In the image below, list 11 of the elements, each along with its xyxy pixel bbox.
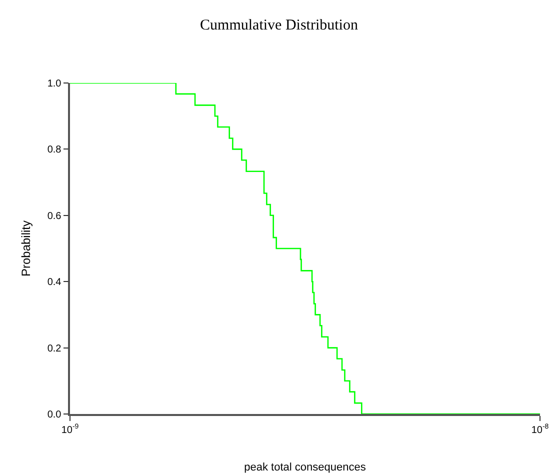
y-tick-label: 1.0 xyxy=(47,78,62,90)
x-tick-label: 10$^{-8}$ xyxy=(531,424,549,436)
y-tick-label: 0.0 xyxy=(47,410,62,420)
x-axis-title: peak total consequences xyxy=(244,461,366,474)
y-tick-label: 0.4 xyxy=(47,277,62,288)
y-tick-label: 0.6 xyxy=(47,210,62,222)
x-tick-label: 10$^{-9}$ xyxy=(61,424,79,436)
chart-title: Cummulative Distribution xyxy=(200,17,358,34)
y-tick-label: 0.8 xyxy=(47,144,62,156)
y-tick-label: 0.2 xyxy=(47,343,62,354)
y-axis-title: Probability xyxy=(19,220,34,277)
